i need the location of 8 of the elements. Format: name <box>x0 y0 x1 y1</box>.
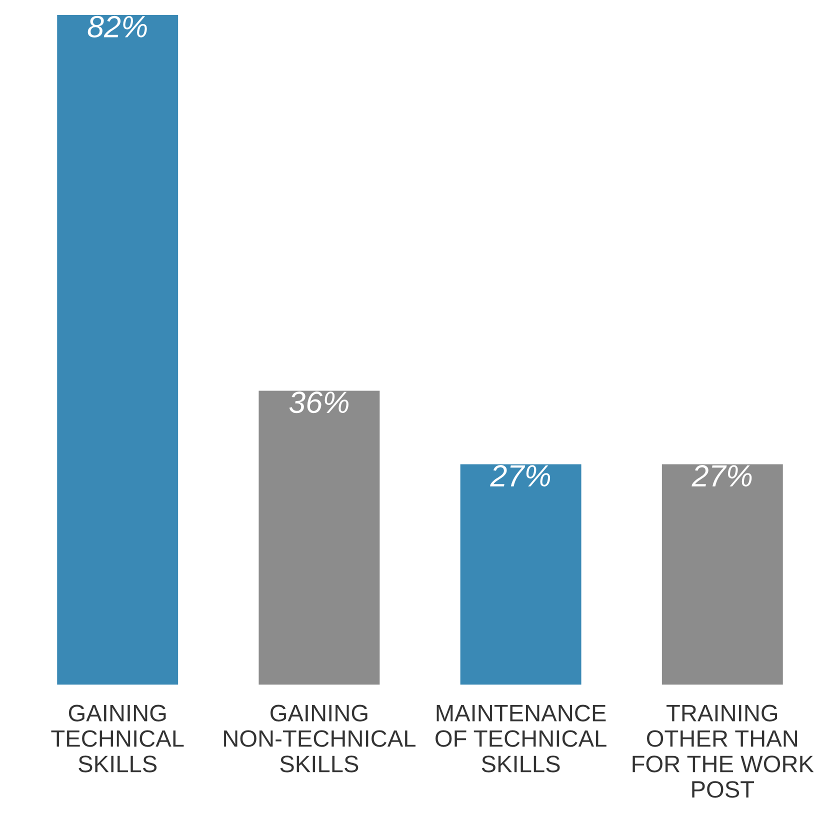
x-tick-label: GAINING NON-TECHNICAL SKILLS <box>224 704 416 772</box>
x-tick-label: TRAINING OTHER THAN FOR THE WORK POST <box>632 704 814 798</box>
data-label: 82% <box>88 16 147 38</box>
data-label: 27% <box>692 465 752 487</box>
data-label: 27% <box>490 465 550 487</box>
x-tick-label: MAINTENANCE OF TECHNICAL SKILLS <box>436 704 606 772</box>
x-tick-label: GAINING TECHNICAL SKILLS <box>51 704 184 772</box>
data-label: 36% <box>289 392 348 414</box>
